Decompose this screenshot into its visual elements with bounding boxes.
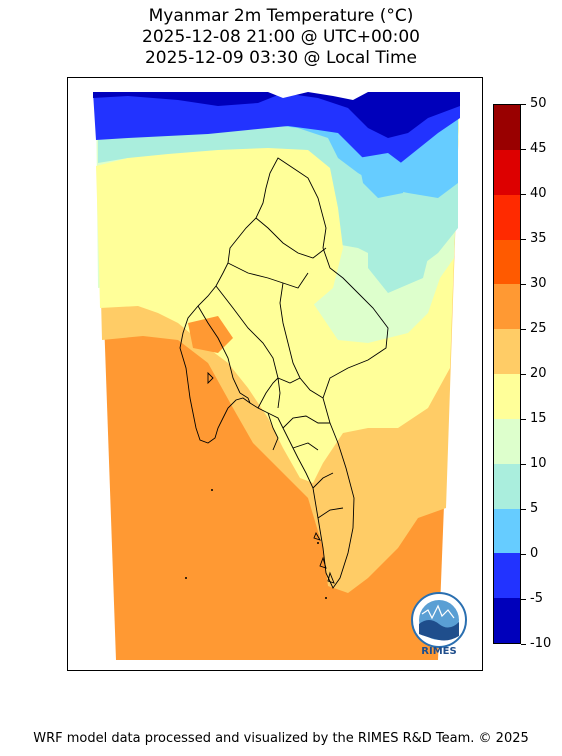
colorbar-tick <box>521 464 526 465</box>
colorbar-segment <box>494 284 520 330</box>
boundary-line-6 <box>277 377 301 384</box>
boundary-line-9 <box>292 442 319 451</box>
colorbar-segment <box>494 149 520 196</box>
colorbar-tick-label: 25 <box>530 321 547 336</box>
colorbar-tick-label: 30 <box>530 276 547 291</box>
colorbar-tick-label: 10 <box>530 456 547 471</box>
colorbar-tick-label: -10 <box>530 636 552 651</box>
colorbar-segment <box>494 418 520 465</box>
colorbar-tick <box>521 554 526 555</box>
title-line-local-time: 2025-12-09 03:30 @ Local Time <box>144 48 418 68</box>
island-1 <box>207 371 214 385</box>
outside-domain-top <box>93 78 482 100</box>
logo-text: RIMES <box>421 646 456 657</box>
boundary-line-11 <box>317 507 344 519</box>
boundary-line-4 <box>279 282 324 399</box>
light-teal-pocket-east <box>368 218 433 293</box>
boundary-line-7 <box>257 377 279 409</box>
colorbar-tick-label: -5 <box>530 591 543 606</box>
colorbar-tick-label: 40 <box>530 186 547 201</box>
temperature-map <box>93 78 482 660</box>
colorbar-segment <box>494 374 520 420</box>
warm-pocket-coast <box>188 316 233 353</box>
boundary-line-10 <box>312 472 334 489</box>
colorbar-tick <box>521 104 526 105</box>
island-3 <box>327 571 335 584</box>
colorbar-frame <box>493 104 521 644</box>
boundary-line-3 <box>197 305 241 394</box>
admin-boundaries <box>179 157 389 589</box>
figure-title: Myanmar 2m Temperature (°C) 2025-12-08 2… <box>0 6 562 69</box>
title-line-variable: Myanmar 2m Temperature (°C) <box>148 6 414 26</box>
colorbar-tick <box>521 644 526 645</box>
country-outline <box>179 157 389 589</box>
colorbar-segment <box>494 239 520 285</box>
island-2 <box>319 556 327 569</box>
map-panel <box>67 77 483 671</box>
colorbar-tick <box>521 509 526 510</box>
boundary-line-13 <box>239 392 251 404</box>
colorbar-segment <box>494 105 520 151</box>
colorbar-tick <box>521 284 526 285</box>
colorbar-tick <box>521 194 526 195</box>
band-15-20-northwest <box>96 148 343 328</box>
offshore-islands <box>185 489 327 599</box>
colorbar-tick <box>521 149 526 150</box>
colorbar-tick-label: 45 <box>530 141 547 156</box>
colorbar-segment <box>494 329 520 375</box>
cyan-pocket-northeast <box>358 153 408 198</box>
colorbar-segment <box>494 508 520 554</box>
colorbar-segment <box>494 598 520 644</box>
band-minus10-minus5 <box>93 92 460 138</box>
colorbar-tick-label: 50 <box>530 96 547 111</box>
colorbar-segment <box>494 194 520 240</box>
colorbar-tick-label: 20 <box>530 366 547 381</box>
rimes-logo: RIMES <box>408 592 470 658</box>
colorbar-tick-label: 0 <box>530 546 539 561</box>
colorbar-tick-label: 15 <box>530 411 547 426</box>
title-line-utc-time: 2025-12-08 21:00 @ UTC+00:00 <box>142 27 420 47</box>
boundary-line-5 <box>255 217 327 259</box>
rimes-logo-emblem: RIMES <box>411 592 467 657</box>
colorbar-tick <box>521 329 526 330</box>
footer-credit: WRF model data processed and visualized … <box>33 731 529 746</box>
colorbar-tick <box>521 599 526 600</box>
colorbar-tick-label: 5 <box>530 501 539 516</box>
colorbar-segment <box>494 553 520 599</box>
boundary-line-2 <box>215 285 281 409</box>
island-4 <box>313 531 321 541</box>
colorbar-tick-label: 35 <box>530 231 547 246</box>
colorbar-tick <box>521 374 526 375</box>
colorbar-tick <box>521 239 526 240</box>
colorbar-tick <box>521 419 526 420</box>
boundary-line-1 <box>227 262 309 289</box>
boundary-line-8 <box>282 415 330 429</box>
boundary-line-12 <box>267 412 279 451</box>
colorbar-segment <box>494 463 520 509</box>
